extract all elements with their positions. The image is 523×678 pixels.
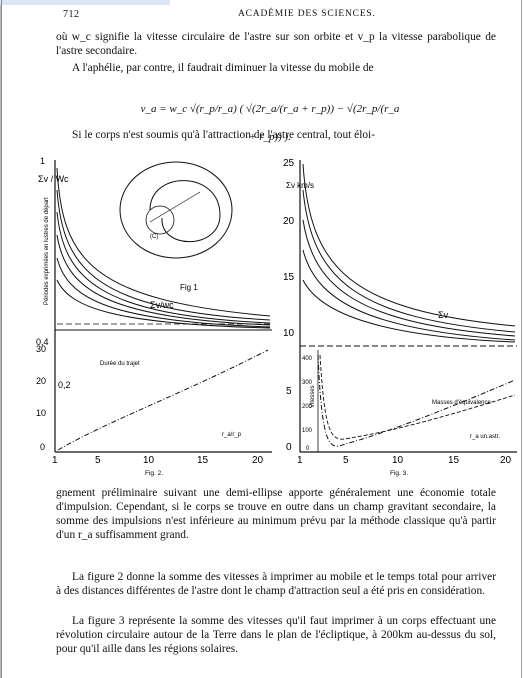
fig3-ytick-5: 5 [286, 386, 292, 397]
page-header: 712 ACADÉMIE DES SCIENCES. [63, 9, 493, 23]
fig3-xtick-1: 1 [297, 455, 303, 466]
fig3-mass-label: Masses d'équivalence [432, 400, 492, 406]
fig3-inner-0: 0 [306, 446, 310, 452]
fig2-ytick-10: 10 [36, 408, 46, 418]
fig2-xtick-20: 20 [252, 455, 264, 466]
fig3-xtick-15: 15 [448, 455, 460, 466]
figures-panel: 1 0,4 Σv / Wc 30 20 10 0 0,2 Périodes ex… [36, 156, 517, 477]
fig3-ytick-25: 25 [283, 158, 295, 169]
fig2-ytick-02: 0,2 [58, 380, 71, 390]
paragraph-2: A l'aphélie, par contre, il faudrait dim… [72, 62, 374, 74]
window-top-strip [0, 0, 170, 5]
figure-3: 25 20 15 10 5 0 Σv km/s 400 300 200 100 … [283, 158, 517, 477]
right-border [521, 0, 522, 678]
left-border [1, 0, 2, 678]
fig3-axis-label: r_a un.astr. [470, 434, 500, 440]
fig3-xtick-20: 20 [500, 455, 512, 466]
fig2-xtick-5: 5 [95, 455, 101, 466]
fig2-ytick-04: 0,4 [36, 337, 49, 347]
fig1-caption: Fig 1 [180, 283, 198, 292]
fig2-ytick-1: 1 [40, 156, 45, 166]
fig3-xtick-5: 5 [343, 455, 349, 466]
paragraph-1: où w_c signifie la vitesse circulaire de… [56, 31, 496, 57]
fig2-sum-label: Σv/wc [150, 300, 174, 310]
fig3-vertical-label: Vitesses [310, 385, 316, 408]
fig2-ytick-30: 30 [36, 344, 46, 354]
paragraph-6: La figure 3 représente la somme des vite… [56, 615, 496, 655]
fig3-caption: Fig. 3. [390, 470, 408, 477]
fig3-inner-200: 200 [302, 404, 313, 410]
fig3-ytick-10: 10 [283, 328, 295, 339]
fig3-ytick-20: 20 [283, 216, 295, 227]
fig2-ylabel: Σv / Wc [38, 174, 69, 184]
fig2-xtick-10: 10 [143, 455, 155, 466]
running-head: ACADÉMIE DES SCIENCES. [238, 9, 376, 19]
equation-text: v_a = w_c √(r_p/r_a) ( √(2r_a/(r_a + r_p… [140, 103, 400, 143]
fig3-xtick-10: 10 [392, 455, 404, 466]
figure-1: (C) Fig 1 [119, 161, 233, 292]
page-number: 712 [63, 9, 80, 20]
fig2-xtick-1: 1 [52, 455, 58, 466]
paragraph-3: Si le corps n'est soumis qu'à l'attracti… [72, 129, 376, 141]
fig3-ytick-15: 15 [283, 272, 295, 283]
fig3-ytick-0: 0 [286, 442, 292, 453]
fig2-axis-label: r_a/r_p [222, 432, 242, 438]
fig2-duration-label: Durée du trajet [100, 361, 140, 367]
paragraph-4: gnement préliminaire suivant une demi-el… [56, 487, 496, 541]
fig2-caption: Fig. 2. [145, 470, 163, 477]
fig1-label-c: (C) [150, 234, 158, 240]
fig3-inner-400: 400 [302, 356, 313, 362]
fig3-inner-300: 300 [302, 380, 313, 386]
fig2-vertical-label: Périodes exprimées en lustres de départ [44, 197, 50, 305]
fig2-ytick-20: 20 [36, 376, 46, 386]
fig3-sum-label: Σv [438, 310, 449, 320]
fig2-ytick-0: 0 [40, 442, 45, 452]
fig3-ylabel: Σv km/s [286, 181, 314, 190]
figure-2: 1 0,4 Σv / Wc 30 20 10 0 0,2 Périodes ex… [36, 156, 272, 477]
paragraph-5: La figure 2 donne la somme des vitesses … [56, 571, 496, 597]
equation: v_a = w_c √(r_p/r_a) ( √(2r_a/(r_a + r_p… [140, 95, 400, 143]
fig2-xtick-15: 15 [197, 455, 209, 466]
fig3-inner-100: 100 [302, 428, 313, 434]
